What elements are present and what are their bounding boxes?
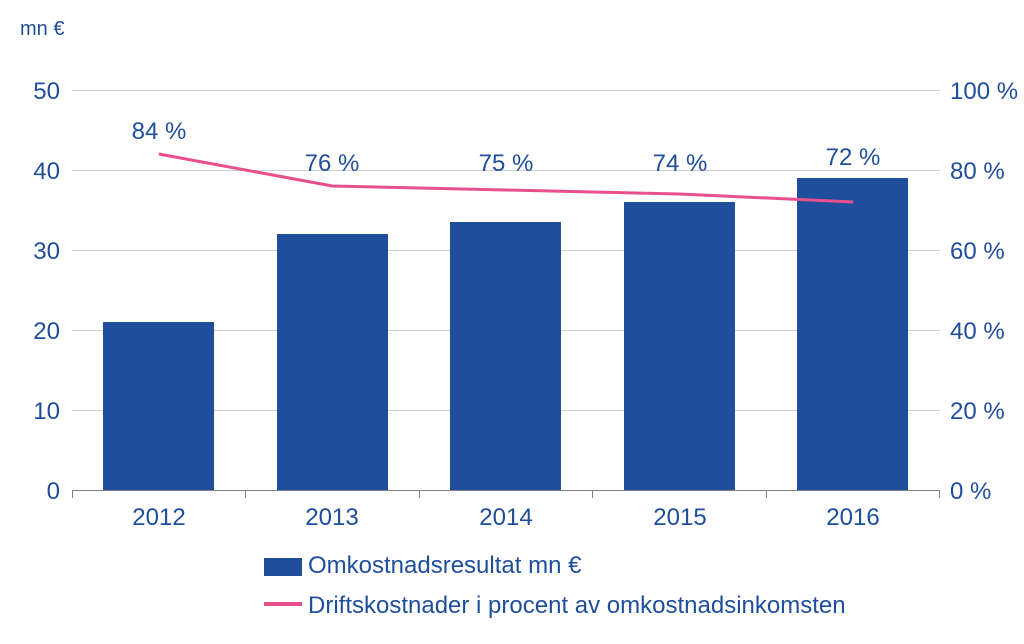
y-right-tick-100: 100 % <box>950 78 1020 106</box>
y-left-tick-10: 10 <box>10 398 60 426</box>
y-right-tick-0: 0 % <box>950 478 1020 506</box>
y-left-axis-title: mn € <box>20 18 64 41</box>
y-left-tick-30: 30 <box>10 238 60 266</box>
legend-line-label: Driftskostnader i procent av omkostnadsi… <box>308 592 846 619</box>
x-axis-line <box>72 490 940 491</box>
x-tick-2013: 2013 <box>272 504 392 532</box>
line-label-2015: 74 % <box>640 150 720 178</box>
legend-bar-swatch <box>264 558 302 576</box>
gridline <box>72 90 940 91</box>
bar-2014 <box>450 222 561 490</box>
x-tick <box>939 490 940 498</box>
line-label-2014: 75 % <box>466 150 546 178</box>
line-label-2012: 84 % <box>119 118 199 146</box>
y-right-tick-60: 60 % <box>950 238 1020 266</box>
legend-bar: Omkostnadsresultat mn € <box>264 552 581 580</box>
x-tick <box>72 490 73 498</box>
y-left-tick-0: 0 <box>10 478 60 506</box>
line-label-2013: 76 % <box>292 150 372 178</box>
y-left-tick-40: 40 <box>10 158 60 186</box>
bar-2016 <box>797 178 908 490</box>
legend-line-swatch <box>264 602 302 606</box>
legend-bar-label: Omkostnadsresultat mn € <box>308 552 581 579</box>
combo-chart: mn € 0 10 20 30 40 50 0 % 20 % <box>0 0 1024 644</box>
x-tick <box>245 490 246 498</box>
x-tick-2014: 2014 <box>446 504 566 532</box>
y-right-tick-40: 40 % <box>950 318 1020 346</box>
x-tick <box>592 490 593 498</box>
y-right-tick-20: 20 % <box>950 398 1020 426</box>
bar-2012 <box>103 322 214 490</box>
x-tick-2016: 2016 <box>793 504 913 532</box>
line-label-2016: 72 % <box>813 144 893 172</box>
bar-2015 <box>624 202 735 490</box>
y-right-tick-80: 80 % <box>950 158 1020 186</box>
x-tick-2015: 2015 <box>620 504 740 532</box>
x-tick-2012: 2012 <box>99 504 219 532</box>
legend-line: Driftskostnader i procent av omkostnadsi… <box>264 592 846 620</box>
y-left-tick-50: 50 <box>10 78 60 106</box>
x-tick <box>766 490 767 498</box>
y-left-tick-20: 20 <box>10 318 60 346</box>
bar-2013 <box>277 234 388 490</box>
x-tick <box>419 490 420 498</box>
